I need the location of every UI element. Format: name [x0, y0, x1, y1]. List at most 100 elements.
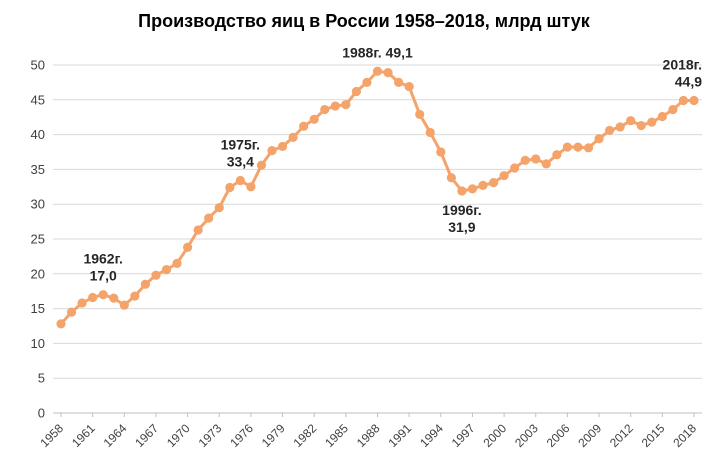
x-tick-label: 1961 [69, 421, 98, 450]
x-tick-label: 1979 [259, 421, 288, 450]
data-point [351, 86, 361, 97]
data-point [246, 182, 256, 192]
x-tick-label: 2015 [639, 421, 668, 450]
data-point [657, 111, 667, 122]
x-tick-label: 1970 [164, 421, 193, 450]
x-tick-label: 1958 [37, 421, 66, 450]
data-point [299, 121, 309, 131]
annotation-label: 44,9 [675, 73, 702, 89]
data-point [467, 184, 478, 194]
annotation-label: 33,4 [227, 154, 254, 170]
y-tick-label: 5 [38, 371, 45, 386]
data-point [647, 117, 657, 127]
x-tick-label: 2012 [607, 421, 636, 450]
x-tick-label: 1988 [354, 421, 383, 450]
x-tick-label: 2000 [480, 421, 509, 450]
x-tick-label: 1973 [196, 421, 225, 450]
y-tick-label: 0 [38, 406, 45, 421]
data-point [425, 127, 435, 138]
y-tick-label: 35 [31, 162, 45, 177]
data-point [583, 143, 594, 153]
data-point [520, 155, 530, 165]
data-point [256, 160, 267, 170]
data-point [140, 279, 150, 289]
x-axis-ticks: 1958 1961 1964 1967 1970 1973 1976 1979 1982 1985… [37, 413, 699, 450]
data-point [193, 225, 203, 235]
annotation-label: 1988г. 49,1 [342, 44, 413, 60]
data-point [541, 159, 551, 169]
x-tick-label: 1991 [385, 421, 414, 450]
chart-title: Производство яиц в России 1958–2018, млр… [138, 11, 591, 31]
x-tick-label: 2009 [575, 421, 604, 450]
x-tick-label: 2006 [544, 421, 573, 450]
y-tick-label: 40 [31, 127, 45, 142]
data-point [678, 95, 689, 106]
data-point [214, 203, 224, 213]
annotations: 1962г.17,0 1975г.33,4 1988г. 49,1 1996г.31,… [83, 44, 702, 283]
data-point [309, 114, 319, 124]
data-point [341, 100, 351, 110]
data-point [119, 300, 129, 310]
y-tick-label: 20 [31, 266, 45, 281]
x-tick-label: 1994 [417, 421, 446, 450]
y-tick-label: 10 [31, 336, 45, 351]
data-point [109, 293, 119, 303]
data-point [383, 68, 393, 78]
data-point [605, 125, 615, 136]
y-tick-label: 25 [31, 232, 45, 247]
data-point [77, 298, 87, 308]
annotation-label: 1962г. [83, 251, 122, 267]
annotation-label: 17,0 [90, 268, 117, 284]
data-point [415, 109, 425, 120]
data-point [446, 173, 456, 183]
gridlines [53, 64, 702, 414]
data-point [499, 171, 509, 181]
data-point [510, 163, 520, 173]
data-point [161, 265, 172, 275]
data-point [172, 258, 182, 268]
data-point [267, 146, 277, 156]
data-point [204, 213, 214, 223]
data-point [88, 292, 98, 303]
data-point [130, 291, 140, 301]
data-point [183, 242, 193, 252]
data-point [362, 77, 372, 87]
data-point [573, 142, 583, 152]
data-point [225, 182, 235, 193]
x-tick-label: 2018 [670, 421, 699, 450]
data-point [394, 77, 404, 87]
data-point [668, 104, 678, 115]
annotation-label: 1996г. [442, 202, 481, 218]
data-point [478, 180, 488, 191]
data-point [457, 186, 467, 196]
data-point [594, 134, 604, 144]
data-point [436, 147, 446, 157]
series-line [59, 69, 696, 326]
data-point [98, 290, 108, 300]
y-tick-label: 45 [31, 92, 45, 107]
data-point [531, 154, 541, 164]
data-point [615, 122, 625, 132]
x-tick-label: 1982 [291, 421, 320, 450]
x-tick-label: 1964 [101, 421, 130, 450]
data-point [689, 95, 699, 106]
series-egg-production [56, 66, 699, 329]
data-point [636, 120, 646, 131]
y-axis-ticks: 0 5 10 15 20 25 30 35 40 45 50 [31, 58, 45, 421]
y-tick-label: 15 [31, 301, 45, 316]
x-tick-label: 2003 [512, 421, 541, 450]
y-tick-label: 30 [31, 197, 45, 212]
annotation-label: 31,9 [448, 219, 475, 235]
data-point [488, 178, 499, 188]
x-tick-label: 1976 [227, 421, 256, 450]
data-point [626, 116, 636, 126]
data-point [277, 141, 288, 152]
x-tick-label: 1967 [132, 421, 161, 450]
data-point [404, 81, 414, 92]
data-point [235, 175, 245, 186]
data-point [151, 270, 161, 280]
data-point [66, 307, 77, 317]
data-point [288, 132, 298, 142]
x-tick-label: 1985 [322, 421, 351, 450]
